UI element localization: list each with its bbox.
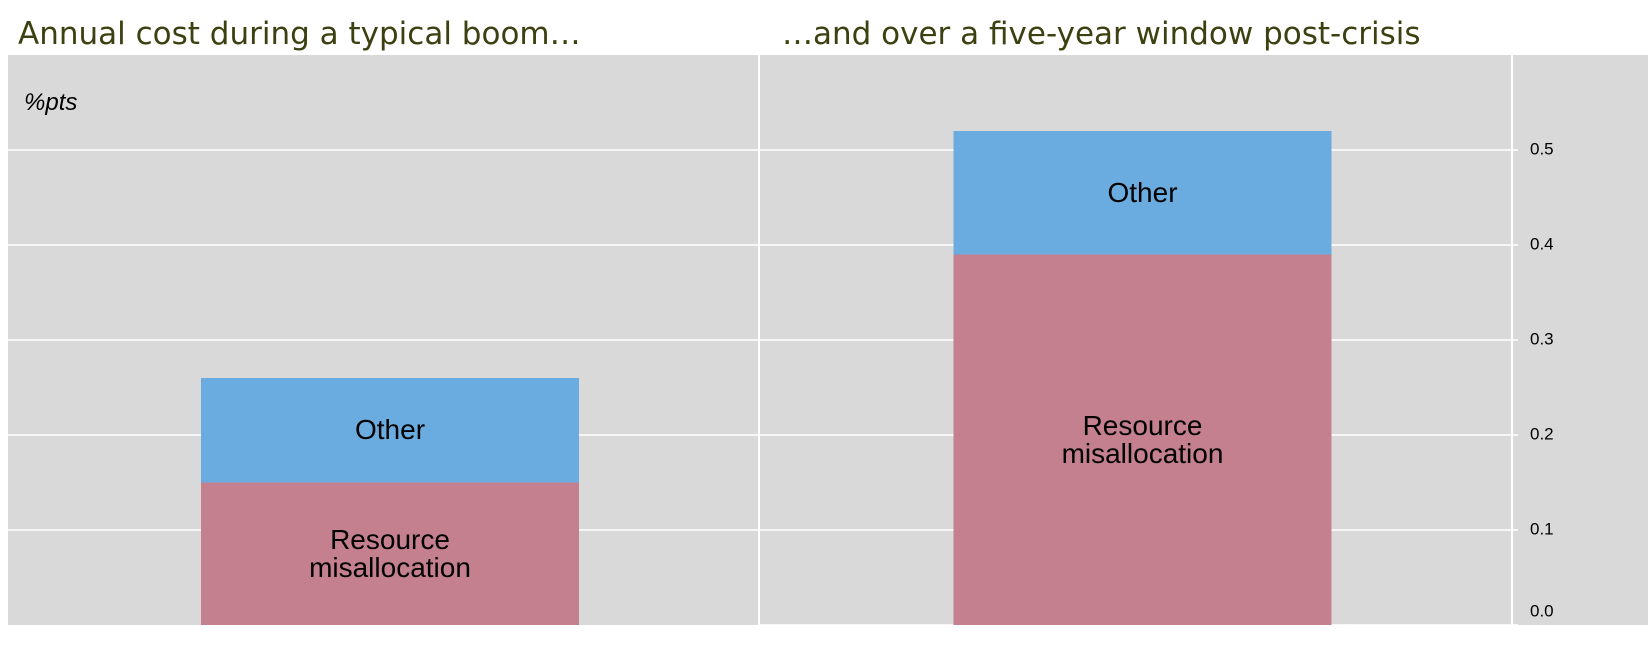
bar-segment xyxy=(201,482,579,625)
segment-label: Resource misallocation xyxy=(309,523,471,583)
chart-title: …and over a five-year window post-crisis xyxy=(782,16,1421,52)
y-tick-label: 0.0 xyxy=(1530,601,1554,620)
segment-label: Other xyxy=(354,414,426,446)
unit-label: %pts xyxy=(24,89,77,116)
y-tick-label: 0.1 xyxy=(1530,519,1554,538)
y-tick-label: 0.2 xyxy=(1530,424,1554,443)
bar-segment xyxy=(953,131,1332,255)
chart-title: Annual cost during a typical boom… xyxy=(18,16,581,52)
bar-segment xyxy=(953,254,1332,625)
bar-segment xyxy=(201,378,579,483)
segment-label: Resource misallocation xyxy=(1061,409,1224,469)
y-tick-label: 0.3 xyxy=(1530,329,1554,348)
y-tick-label: 0.5 xyxy=(1530,139,1554,158)
y-tick-label: 0.4 xyxy=(1530,234,1554,253)
segment-label: Other xyxy=(1107,176,1178,208)
